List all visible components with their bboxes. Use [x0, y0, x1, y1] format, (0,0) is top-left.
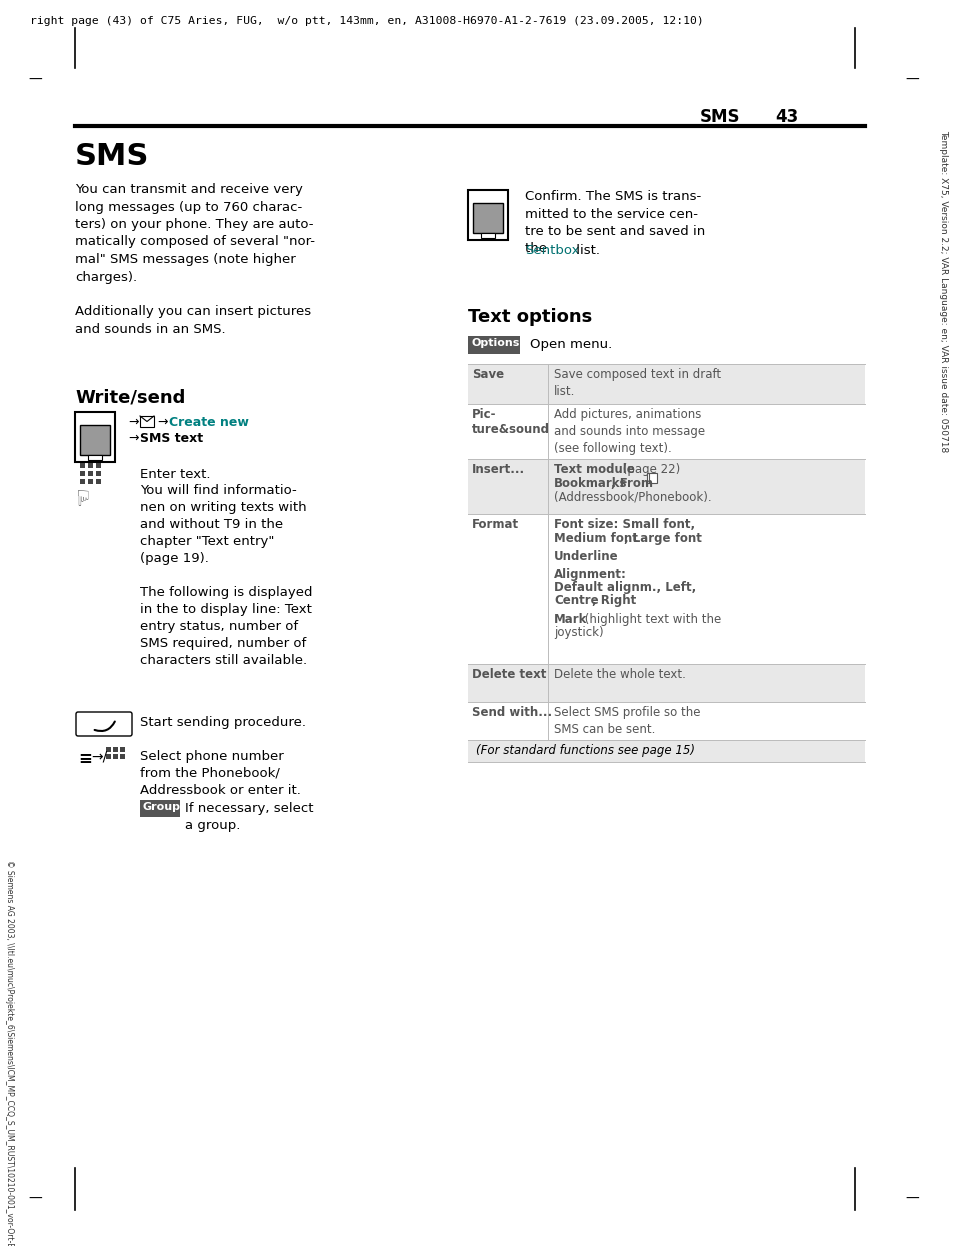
- Bar: [106, 754, 111, 759]
- Bar: [96, 471, 101, 476]
- Text: Group: Group: [143, 802, 181, 812]
- Text: Text options: Text options: [468, 308, 592, 326]
- Text: Alignment:: Alignment:: [554, 568, 626, 581]
- Text: Format: Format: [472, 518, 518, 531]
- Text: Pic-
ture&sound: Pic- ture&sound: [472, 407, 550, 436]
- Text: Mark: Mark: [554, 613, 587, 625]
- Bar: [88, 478, 92, 483]
- Text: joystick): joystick): [554, 625, 603, 639]
- Bar: [468, 404, 864, 459]
- Text: →/: →/: [91, 750, 107, 764]
- Bar: [80, 471, 85, 476]
- Text: Delete text: Delete text: [472, 668, 546, 682]
- Text: →: →: [157, 416, 168, 429]
- Text: —: —: [904, 74, 918, 87]
- Text: (For standard functions see page 15): (For standard functions see page 15): [476, 744, 695, 758]
- Bar: [120, 748, 125, 753]
- Text: Template: X75, Version 2.2; VAR Language: en; VAR issue date: 050718: Template: X75, Version 2.2; VAR Language…: [938, 130, 947, 452]
- Bar: [480, 233, 495, 238]
- Text: , From: , From: [610, 477, 657, 490]
- Text: Confirm. The SMS is trans-
mitted to the service cen-
tre to be sent and saved i: Confirm. The SMS is trans- mitted to the…: [524, 189, 704, 255]
- Text: Open menu.: Open menu.: [530, 338, 612, 351]
- Text: Delete the whole text.: Delete the whole text.: [554, 668, 685, 682]
- Text: Sentbox: Sentbox: [524, 244, 578, 257]
- Text: —: —: [904, 1192, 918, 1206]
- Bar: [468, 515, 864, 664]
- Text: Options: Options: [472, 338, 519, 348]
- Bar: [468, 740, 864, 763]
- Text: —: —: [28, 1192, 42, 1206]
- Bar: [75, 412, 115, 462]
- Bar: [120, 754, 125, 759]
- Text: SMS: SMS: [75, 142, 150, 171]
- Bar: [80, 425, 110, 455]
- Text: If necessary, select
a group.: If necessary, select a group.: [185, 802, 314, 832]
- Bar: [468, 364, 864, 404]
- Text: Send with...: Send with...: [472, 706, 552, 719]
- Text: Create new: Create new: [169, 416, 249, 429]
- Text: 43: 43: [774, 108, 798, 126]
- Text: Enter text.: Enter text.: [140, 468, 211, 481]
- Text: You can transmit and receive very
long messages (up to 760 charac-
ters) on your: You can transmit and receive very long m…: [75, 183, 314, 336]
- Text: Bookmarks: Bookmarks: [554, 477, 627, 490]
- Bar: [96, 478, 101, 483]
- Bar: [112, 748, 118, 753]
- Text: , Right: , Right: [592, 594, 636, 607]
- Bar: [88, 455, 102, 460]
- Text: © Siemens AG 2003, \\ltl.eu\muc\Projekte_6\Siemens\ICM_MP_CCQ_S_UM_RUST\10210-00: © Siemens AG 2003, \\ltl.eu\muc\Projekte…: [5, 860, 14, 1246]
- Bar: [96, 464, 101, 468]
- Bar: [88, 471, 92, 476]
- Text: Centre: Centre: [554, 594, 598, 607]
- Text: SMS text: SMS text: [140, 432, 203, 445]
- Text: Start sending procedure.: Start sending procedure.: [140, 716, 306, 729]
- Bar: [468, 701, 864, 740]
- Bar: [140, 416, 153, 427]
- Text: SMS: SMS: [700, 108, 740, 126]
- Text: Save composed text in draft
list.: Save composed text in draft list.: [554, 368, 720, 397]
- FancyBboxPatch shape: [76, 711, 132, 736]
- Bar: [468, 336, 519, 354]
- Text: You will find informatio-
nen on writing texts with
and without T9 in the
chapte: You will find informatio- nen on writing…: [140, 483, 313, 667]
- Text: Text module: Text module: [554, 464, 634, 476]
- Bar: [112, 754, 118, 759]
- Bar: [646, 473, 657, 483]
- Text: Select SMS profile so the
SMS can be sent.: Select SMS profile so the SMS can be sen…: [554, 706, 700, 736]
- Text: Font size: Small font,: Font size: Small font,: [554, 518, 695, 531]
- Text: —: —: [28, 74, 42, 87]
- Text: →: →: [128, 416, 138, 429]
- Bar: [468, 459, 864, 515]
- Text: Default alignm., Left,: Default alignm., Left,: [554, 581, 696, 594]
- Text: Add pictures, animations
and sounds into message
(see following text).: Add pictures, animations and sounds into…: [554, 407, 704, 455]
- Text: (highlight text with the: (highlight text with the: [580, 613, 720, 625]
- Text: (page 22): (page 22): [618, 464, 679, 476]
- Text: ☝: ☝: [74, 483, 88, 503]
- Text: Save: Save: [472, 368, 503, 381]
- Text: ≡: ≡: [78, 750, 91, 768]
- Text: , Large font: , Large font: [623, 532, 701, 545]
- Text: Insert...: Insert...: [472, 464, 524, 476]
- Text: right page (43) of C75 Aries, FUG,  w/o ptt, 143mm, en, A31008-H6970-A1-2-7619 (: right page (43) of C75 Aries, FUG, w/o p…: [30, 16, 703, 26]
- Text: Select phone number
from the Phonebook/
Addressbook or enter it.: Select phone number from the Phonebook/ …: [140, 750, 300, 797]
- Bar: [80, 464, 85, 468]
- Bar: [473, 203, 502, 233]
- Text: Write/send: Write/send: [75, 388, 185, 406]
- Bar: [140, 800, 180, 817]
- Bar: [80, 478, 85, 483]
- Text: (Addressbook/Phonebook).: (Addressbook/Phonebook).: [554, 491, 711, 503]
- Text: →: →: [128, 432, 138, 445]
- Text: Underline: Underline: [554, 549, 618, 563]
- Text: list.: list.: [572, 244, 599, 257]
- Bar: [88, 464, 92, 468]
- Bar: [106, 748, 111, 753]
- Bar: [468, 189, 507, 240]
- Text: Medium font: Medium font: [554, 532, 638, 545]
- Bar: [468, 664, 864, 701]
